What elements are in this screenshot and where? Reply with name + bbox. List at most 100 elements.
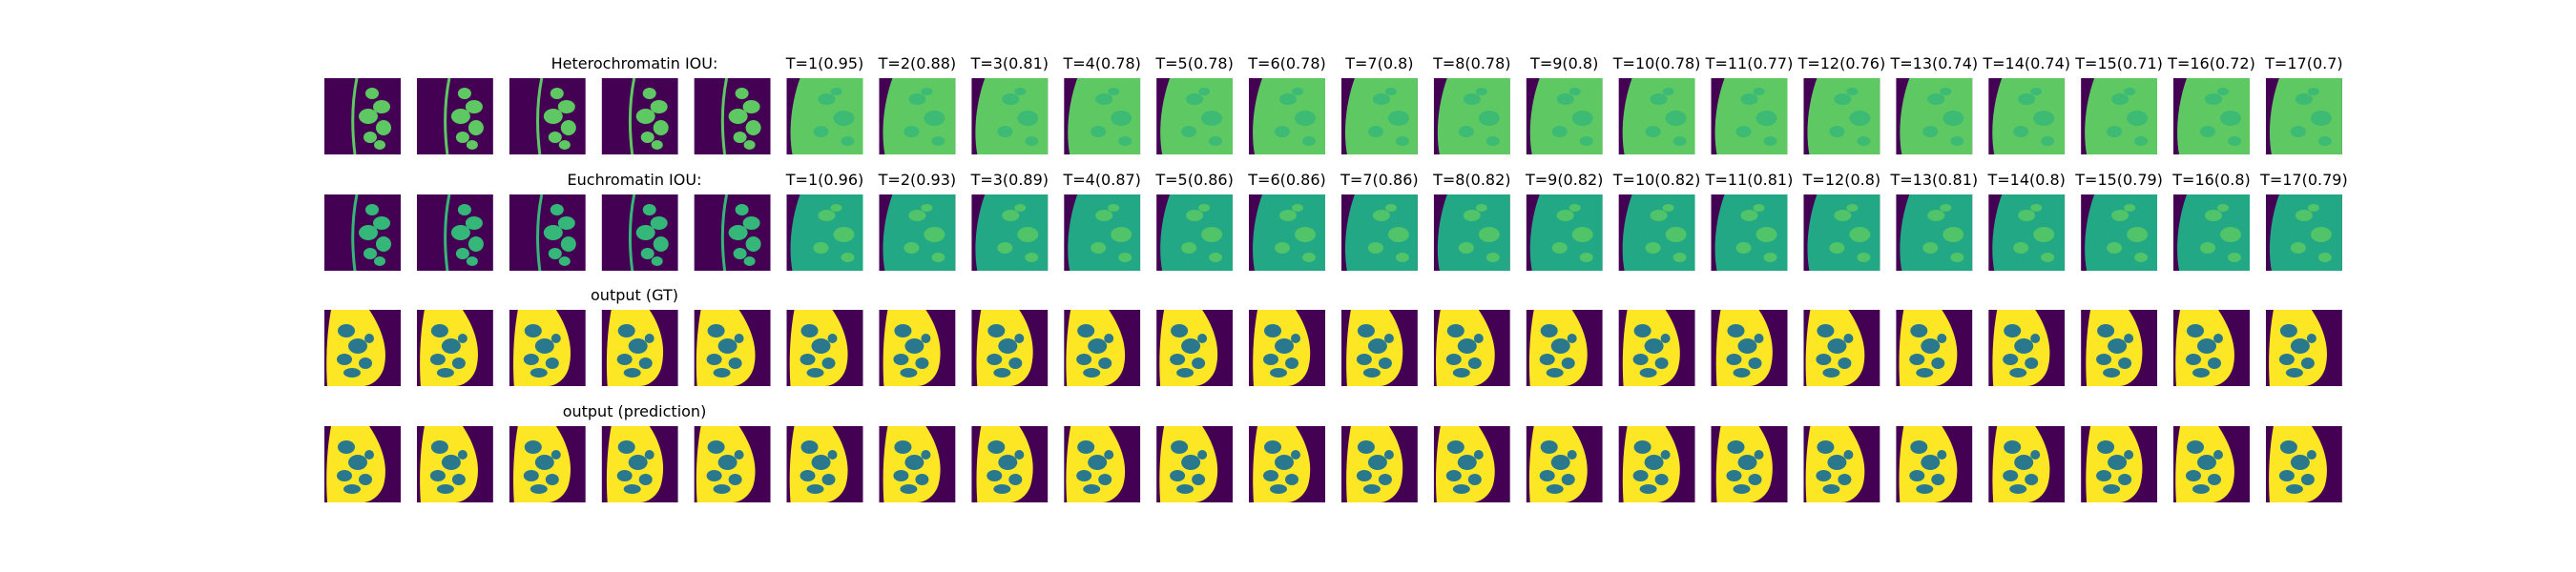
timestep-iou-label: T=4(0.87) bbox=[1062, 171, 1140, 189]
attention-hotspot bbox=[2220, 227, 2241, 242]
euchromatin-patch bbox=[2009, 484, 2027, 494]
attention-hotspot bbox=[2228, 136, 2241, 146]
attention-hotspot bbox=[1849, 227, 1871, 242]
attention-thumbnail bbox=[1526, 194, 1603, 271]
euchromatin-patch bbox=[1817, 324, 1835, 337]
attention-hotspot bbox=[1665, 227, 1687, 242]
euchromatin-patch bbox=[827, 450, 838, 460]
euchromatin-patch bbox=[993, 368, 1011, 378]
attention-hotspot bbox=[1095, 93, 1113, 105]
euchromatin-patch bbox=[2030, 450, 2041, 460]
attention-map-region bbox=[1253, 194, 1325, 271]
chromatin-mask-patch bbox=[560, 236, 576, 252]
euchromatin-patch bbox=[800, 324, 819, 337]
segmentation-thumbnail bbox=[1711, 426, 1788, 502]
attention-hotspot bbox=[1579, 136, 1593, 146]
chromatin-mask-patch bbox=[365, 88, 379, 99]
euchromatin-patch bbox=[343, 484, 361, 494]
attention-map-region bbox=[1344, 78, 1418, 154]
euchromatin-patch bbox=[551, 334, 561, 343]
euchromatin-patch bbox=[706, 470, 722, 481]
euchromatin-patch bbox=[2096, 470, 2112, 481]
attention-map-region bbox=[883, 194, 956, 271]
euchromatin-patch bbox=[1660, 334, 1671, 343]
euchromatin-patch bbox=[1644, 338, 1664, 354]
timestep-iou-label: T=3(0.89) bbox=[970, 171, 1049, 189]
segmentation-thumbnail bbox=[601, 310, 678, 386]
attention-thumbnail bbox=[1340, 194, 1418, 271]
attention-hotspot bbox=[1387, 111, 1409, 126]
attention-map-region bbox=[1992, 194, 2066, 271]
euchromatin-patch bbox=[1916, 368, 1934, 378]
attention-hotspot bbox=[1650, 93, 1668, 105]
euchromatin-patch bbox=[343, 368, 361, 378]
euchromatin-patch bbox=[707, 324, 725, 337]
euchromatin-patch bbox=[800, 354, 816, 365]
euchromatin-patch bbox=[1727, 324, 1745, 337]
attention-hotspot bbox=[2307, 204, 2319, 212]
timestep-iou-label: T=16(0.8) bbox=[2171, 171, 2250, 189]
attention-hotspot bbox=[1571, 227, 1593, 242]
euchromatin-patch bbox=[900, 368, 918, 378]
timestep-iou-label: T=8(0.78) bbox=[1432, 54, 1510, 72]
segmentation-thumbnail bbox=[786, 426, 863, 502]
attention-hotspot bbox=[908, 93, 926, 105]
attention-map-region bbox=[1992, 78, 2066, 154]
attention-thumbnail bbox=[1156, 194, 1234, 271]
euchromatin-patch bbox=[617, 440, 635, 454]
timestep-iou-label: T=16(0.72) bbox=[2167, 54, 2255, 72]
euchromatin-patch bbox=[2186, 470, 2201, 481]
attention-hotspot bbox=[2205, 210, 2222, 221]
euchromatin-patch bbox=[2097, 324, 2115, 337]
chromatin-mask-patch bbox=[376, 236, 391, 252]
attention-hotspot bbox=[1209, 136, 1223, 146]
attention-hotspot bbox=[2030, 204, 2043, 212]
attention-hotspot bbox=[2228, 253, 2241, 262]
segmentation-thumbnail bbox=[971, 426, 1049, 502]
attention-hotspot bbox=[2310, 111, 2332, 126]
attention-thumbnail bbox=[1526, 78, 1603, 154]
euchromatin-patch bbox=[623, 368, 641, 378]
attention-hotspot bbox=[813, 126, 829, 137]
euchromatin-patch bbox=[1540, 440, 1558, 454]
chromatin-mask-patch bbox=[450, 225, 470, 240]
euchromatin-patch bbox=[2285, 368, 2303, 378]
euchromatin-patch bbox=[1171, 440, 1189, 454]
attention-hotspot bbox=[1025, 136, 1039, 146]
euchromatin-patch bbox=[893, 354, 909, 365]
attention-hotspot bbox=[1201, 227, 1223, 242]
euchromatin-patch bbox=[2124, 450, 2134, 460]
attention-thumbnail bbox=[1433, 194, 1510, 271]
attention-thumbnail bbox=[1988, 78, 2066, 154]
euchromatin-patch bbox=[1733, 368, 1751, 378]
attention-hotspot bbox=[1940, 88, 1952, 95]
euchromatin-patch bbox=[638, 358, 653, 369]
attention-thumbnail bbox=[879, 78, 956, 154]
euchromatin-patch bbox=[2279, 324, 2297, 337]
chromatin-mask-patch bbox=[743, 140, 756, 150]
attention-hotspot bbox=[1181, 242, 1197, 254]
euchromatin-patch bbox=[1473, 334, 1484, 343]
chromatin-mask-patch bbox=[550, 88, 564, 99]
euchromatin-patch bbox=[1561, 358, 1575, 369]
euchromatin-patch bbox=[2208, 358, 2221, 369]
attention-hotspot bbox=[818, 93, 836, 105]
euchromatin-patch bbox=[1285, 474, 1298, 485]
euchromatin-patch bbox=[713, 368, 731, 378]
attention-hotspot bbox=[1387, 227, 1409, 242]
chromatin-mask-patch bbox=[466, 256, 478, 266]
nuclear-envelope-edge bbox=[629, 194, 636, 271]
attention-hotspot bbox=[1763, 253, 1777, 262]
attention-thumbnail bbox=[971, 194, 1049, 271]
attention-hotspot bbox=[1025, 253, 1039, 262]
euchromatin-patch bbox=[2003, 354, 2019, 365]
segmentation-thumbnail bbox=[601, 426, 678, 502]
euchromatin-patch bbox=[1083, 484, 1101, 494]
chromatin-mask-patch bbox=[455, 248, 469, 259]
euchromatin-patch bbox=[2097, 440, 2115, 454]
timestep-iou-label: T=5(0.78) bbox=[1154, 54, 1233, 72]
chromatin-mask-patch bbox=[457, 204, 471, 215]
euchromatin-patch bbox=[1822, 484, 1840, 494]
nuclear-envelope-edge bbox=[351, 194, 359, 271]
row-title: Heterochromatin IOU: bbox=[551, 54, 718, 72]
